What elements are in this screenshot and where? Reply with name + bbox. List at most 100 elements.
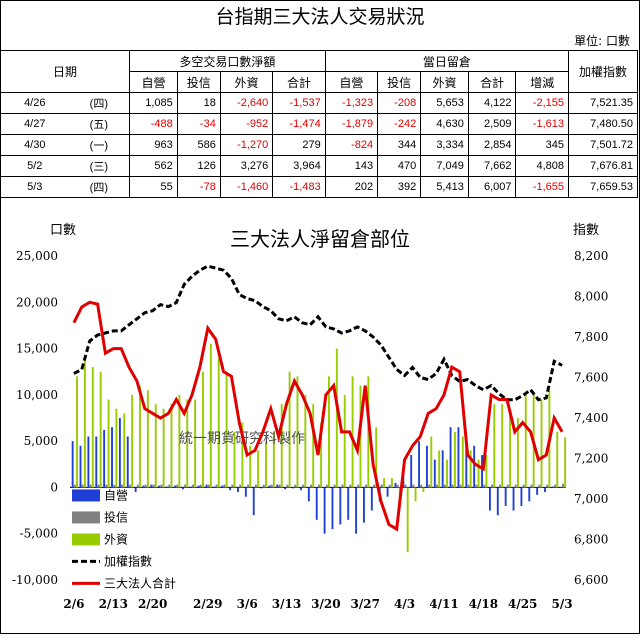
bar-投信 [168,484,171,488]
bar-外資 [146,390,149,488]
y2-tick-label: 6,600 [574,573,608,587]
table-cell: -824 [324,134,379,156]
table-cell: 1,085 [129,92,178,114]
x-tick-label: 4/18 [469,597,498,611]
table-cell: 202 [324,176,379,198]
bar-外資 [170,404,173,488]
y-tick-label: 25,000 [16,249,58,263]
bar-自營 [111,427,113,488]
row-weekday: (五) [68,113,131,135]
bar-投信 [215,484,218,488]
bar-外資 [320,422,323,488]
bar-投信 [349,484,352,488]
bar-自營 [433,459,436,488]
bar-外資 [83,357,86,488]
bar-外資 [225,371,228,488]
x-tick-label: 3/20 [311,597,340,611]
bar-投信 [144,484,147,488]
bar-投信 [207,484,210,488]
bar-自營 [150,484,153,488]
bar-投信 [530,484,533,488]
bar-自營 [300,487,302,491]
line-加權指數 [73,264,563,402]
y2-tick-label: 8,000 [574,290,608,304]
table-cell: -1,474 [272,113,326,135]
legend-label: 三大法人合計 [104,575,176,590]
bar-自營 [158,485,161,488]
bar-投信 [562,483,564,488]
table-cell: 586 [176,134,221,156]
bar-投信 [325,484,328,488]
bar-外資 [477,459,480,488]
bar-投信 [294,484,297,488]
sub-header: 自營 [324,71,379,93]
bar-投信 [388,484,391,488]
group2-header: 當日留倉 [324,50,570,72]
bar-外資 [493,404,496,488]
bar-投信 [451,484,454,488]
table-cell: 2,854 [467,134,517,156]
chart-area: 三大法人淨留倉部位 口數 指數 25,000 20,000 15,000 10,000 5,0… [0,210,640,634]
table-cell: 7,662 [467,155,517,177]
x-tick-label: 3/13 [272,597,301,611]
table-cell: -1,655 [515,176,569,198]
bar-自營 [134,487,137,493]
bar-投信 [380,484,383,488]
bar-自營 [276,484,279,488]
sub-header: 增減 [515,71,569,93]
bar-外資 [304,394,307,488]
bar-自營 [307,487,310,502]
y2-tick-label: 8,200 [574,249,608,263]
bar-外資 [312,404,315,488]
table-cell: 963 [129,134,178,156]
bar-自營 [410,455,413,488]
bar-自營 [268,485,271,488]
table-cell: 3,964 [272,155,326,177]
table-cell: 7,676.81 [568,155,638,177]
bar-自營 [221,485,224,488]
y-tick-label: 0 [50,480,58,494]
bar-投信 [412,484,415,488]
bar-投信 [357,484,360,488]
table-cell: 4,630 [420,113,469,135]
x-tick-label: 5/3 [552,597,573,611]
table-cell: -1,460 [219,176,274,198]
bar-投信 [310,484,312,488]
bar-外資 [524,394,527,488]
bar-外資 [272,431,275,488]
bar-自營 [473,445,476,488]
legend-swatch [72,511,100,524]
bar-自營 [260,487,263,489]
bar-自營 [95,436,98,488]
bar-投信 [554,484,557,488]
legend-label: 投信 [104,509,128,524]
table-cell: 7,501.72 [568,134,638,156]
bar-投信 [254,484,257,488]
y2-tick-label: 7,000 [574,492,608,506]
table-header-row: 日期 多空交易口數淨額 當日留倉 加權指數 [0,50,638,93]
bar-自營 [481,455,483,488]
row-weekday: (四) [68,92,131,114]
table-cell: 392 [377,176,422,198]
bar-投信 [420,484,423,488]
summary-table: 日期 多空交易口數淨額 當日留倉 加權指數 自營 投信 外資 合計 自營 投信 … [0,50,638,198]
y-tick-label: -5,000 [20,527,58,541]
bar-外資 [265,441,267,488]
bar-自營 [118,418,121,488]
y2-tick-label: 7,600 [574,371,608,385]
bar-投信 [270,484,273,488]
bar-外資 [438,450,441,488]
bar-外資 [91,367,94,488]
table-cell: -208 [377,92,422,114]
bar-外資 [76,376,78,488]
bar-投信 [499,484,501,488]
bar-投信 [262,484,265,488]
bar-外資 [501,404,504,488]
bar-自營 [425,445,428,488]
bar-自營 [496,487,499,516]
table-cell: 5,413 [420,176,469,198]
row-date: 4/30 [0,134,69,156]
x-tick-label: 3/6 [237,597,258,611]
table-subheader-row: 自營 投信 外資 合計 自營 投信 外資 合計 增減 [1,71,638,93]
x-tick-label: 4/11 [429,597,458,611]
